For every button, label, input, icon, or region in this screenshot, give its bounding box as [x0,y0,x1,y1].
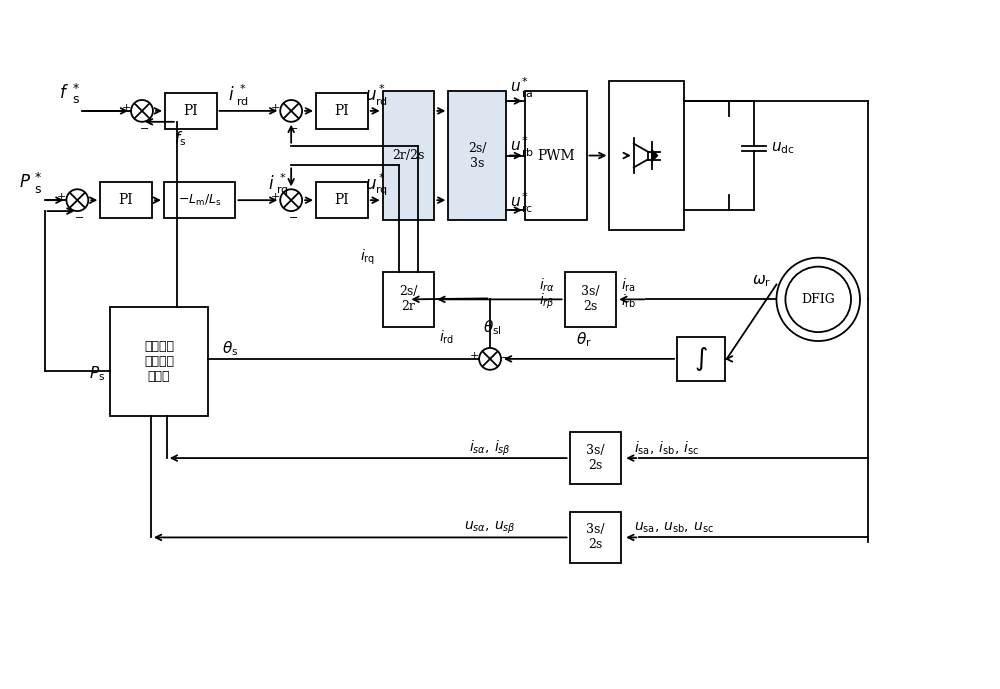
Text: +: + [57,192,66,202]
Text: $*$: $*$ [72,80,80,92]
Text: $\mathrm{ra}$: $\mathrm{ra}$ [521,88,533,99]
Text: $i_{r\beta}$: $i_{r\beta}$ [539,291,555,311]
Circle shape [280,100,302,122]
Text: PI: PI [183,104,198,118]
Text: $i_{\mathrm{rd}}$: $i_{\mathrm{rd}}$ [439,329,454,346]
Text: $\mathrm{rq}$: $\mathrm{rq}$ [276,184,289,197]
Text: $P_{\mathrm{s}}$: $P_{\mathrm{s}}$ [89,364,105,383]
FancyBboxPatch shape [677,337,725,381]
Text: $*$: $*$ [239,82,246,92]
FancyBboxPatch shape [609,81,684,230]
FancyBboxPatch shape [525,91,587,220]
Text: $i$: $i$ [228,86,235,104]
Text: 2s/
3s: 2s/ 3s [468,141,486,169]
FancyBboxPatch shape [570,432,621,484]
FancyBboxPatch shape [383,91,434,220]
Text: $u$: $u$ [365,87,377,103]
Text: $-$: $-$ [500,351,510,361]
Circle shape [131,100,153,122]
Text: $u$: $u$ [365,176,377,193]
Text: $*$: $*$ [521,190,528,200]
FancyBboxPatch shape [316,183,368,218]
Text: $u$: $u$ [510,80,521,94]
FancyBboxPatch shape [165,93,217,129]
Text: $i_{\mathrm{rq}}$: $i_{\mathrm{rq}}$ [360,248,375,267]
FancyBboxPatch shape [164,183,235,218]
Text: $\mathrm{rc}$: $\mathrm{rc}$ [521,203,533,214]
Text: $*$: $*$ [521,134,528,144]
Text: $\mathrm{rd}$: $\mathrm{rd}$ [375,95,388,107]
FancyBboxPatch shape [448,91,506,220]
Text: $i_{\mathrm{rb}}$: $i_{\mathrm{rb}}$ [621,293,637,310]
Circle shape [66,189,88,211]
FancyBboxPatch shape [110,307,208,416]
Text: $*$: $*$ [521,75,528,85]
Text: 定子频率
与功率计
算模块: 定子频率 与功率计 算模块 [144,340,174,383]
FancyBboxPatch shape [100,183,152,218]
Text: $\int$: $\int$ [694,345,708,373]
Text: $-$: $-$ [139,122,149,132]
Text: PWM: PWM [537,149,575,163]
Polygon shape [652,150,658,161]
Text: $u_{s\alpha},\, u_{s\beta}$: $u_{s\alpha},\, u_{s\beta}$ [464,520,516,535]
Text: $-$: $-$ [74,211,84,221]
Text: $u$: $u$ [510,138,521,153]
Text: $i_{\mathrm{sa}},\, i_{\mathrm{sb}},\, i_{\mathrm{sc}}$: $i_{\mathrm{sa}},\, i_{\mathrm{sb}},\, i… [634,440,699,457]
Text: $u_{\mathrm{dc}}$: $u_{\mathrm{dc}}$ [771,141,795,156]
Text: $*$: $*$ [279,172,286,181]
Text: $\theta_{\mathrm{r}}$: $\theta_{\mathrm{r}}$ [576,330,591,349]
Text: $f$: $f$ [59,84,69,102]
Text: $*$: $*$ [34,169,42,182]
Text: PI: PI [335,104,349,118]
Text: $-$: $-$ [288,122,298,132]
Text: DFIG: DFIG [801,293,835,306]
Text: $\omega_{\mathrm{r}}$: $\omega_{\mathrm{r}}$ [752,274,771,289]
Text: $\mathrm{rq}$: $\mathrm{rq}$ [375,184,388,197]
Text: $-$: $-$ [288,211,298,221]
Text: +: + [271,103,280,113]
Text: $i_{\mathrm{ra}}$: $i_{\mathrm{ra}}$ [621,277,636,294]
Text: PI: PI [119,193,133,207]
Text: 3s/
2s: 3s/ 2s [581,285,600,313]
FancyBboxPatch shape [383,271,434,327]
FancyBboxPatch shape [565,271,616,327]
Text: $*$: $*$ [378,82,385,92]
Text: $i_{s\alpha},\, i_{s\beta}$: $i_{s\alpha},\, i_{s\beta}$ [469,438,511,457]
Circle shape [479,348,501,370]
Circle shape [785,267,851,332]
Text: $\mathrm{s}$: $\mathrm{s}$ [72,94,80,107]
Circle shape [280,189,302,211]
Text: +: + [121,103,131,113]
Text: $\mathrm{s}$: $\mathrm{s}$ [34,183,42,196]
Text: $\mathrm{rb}$: $\mathrm{rb}$ [521,145,534,158]
Text: $i$: $i$ [268,175,275,194]
Text: $i_{r\alpha}$: $i_{r\alpha}$ [539,277,555,294]
Text: 2s/
2r: 2s/ 2r [399,285,418,313]
Text: $*$: $*$ [378,172,385,181]
Text: $u_{\mathrm{sa}},\, u_{\mathrm{sb}},\, u_{\mathrm{sc}}$: $u_{\mathrm{sa}},\, u_{\mathrm{sb}},\, u… [634,520,714,535]
Text: $P$: $P$ [19,174,31,191]
Text: 2r/2s: 2r/2s [392,149,425,162]
Text: $u$: $u$ [510,195,521,209]
Text: $\mathrm{rd}$: $\mathrm{rd}$ [236,95,249,107]
Text: PI: PI [335,193,349,207]
Text: +: + [271,192,280,202]
Text: 3s/
2s: 3s/ 2s [586,444,605,472]
FancyBboxPatch shape [316,93,368,129]
Text: 3s/
2s: 3s/ 2s [586,524,605,551]
Text: $-L_\mathrm{m}/L_\mathrm{s}$: $-L_\mathrm{m}/L_\mathrm{s}$ [178,193,222,207]
Text: $\theta_{\mathrm{sl}}$: $\theta_{\mathrm{sl}}$ [483,318,501,337]
FancyBboxPatch shape [570,512,621,563]
Text: +: + [469,351,479,361]
Circle shape [776,258,860,341]
Text: $\theta_{\mathrm{s}}$: $\theta_{\mathrm{s}}$ [222,340,238,358]
Text: $f_{\mathrm{s}}$: $f_{\mathrm{s}}$ [174,130,186,148]
